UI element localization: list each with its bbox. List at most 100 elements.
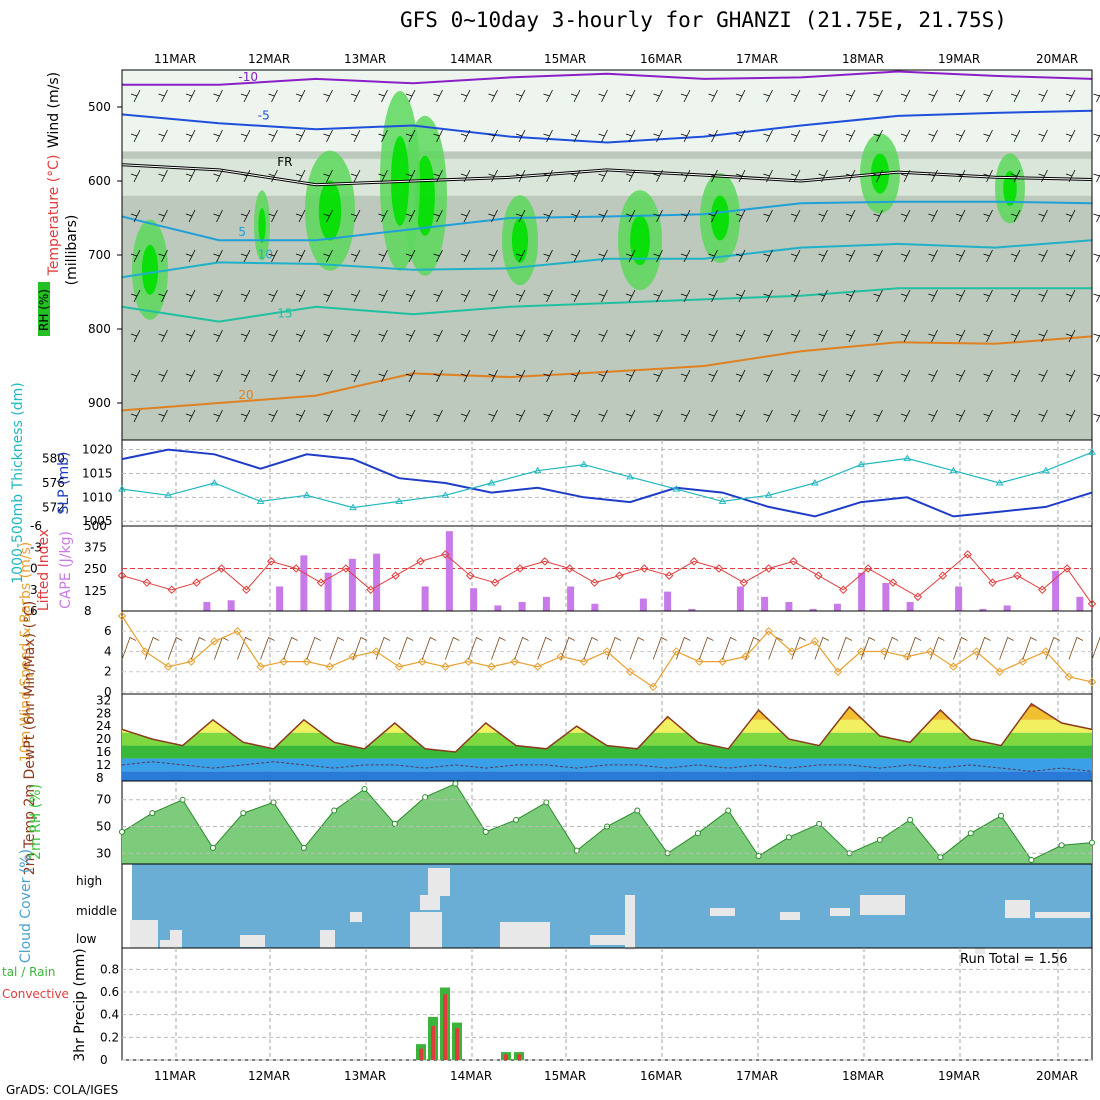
upper-wind-barb bbox=[158, 329, 168, 343]
wind-speed-marker bbox=[325, 662, 335, 671]
rh-marker bbox=[573, 847, 580, 854]
rh-marker bbox=[149, 810, 156, 817]
wind-barb bbox=[421, 636, 437, 660]
upper-wind-barb bbox=[378, 249, 388, 263]
upper-wind-barb bbox=[598, 169, 608, 183]
wind-barb bbox=[306, 636, 321, 660]
cape-bar bbox=[833, 603, 841, 611]
upper-wind-barb bbox=[1065, 89, 1076, 103]
rh-marker bbox=[361, 786, 368, 793]
wind-barb bbox=[560, 636, 575, 660]
upper-wind-barb bbox=[983, 369, 993, 383]
upper-wind-barb bbox=[158, 289, 168, 303]
upper-wind-barb bbox=[378, 89, 388, 103]
upper-wind-barb bbox=[295, 369, 306, 383]
upper-wind-barb bbox=[1010, 89, 1021, 103]
upper-wind-barb bbox=[1038, 89, 1048, 103]
upper-wind-barb bbox=[295, 329, 306, 343]
upper-wind-barb bbox=[653, 169, 663, 183]
upper-wind-barb bbox=[323, 249, 333, 263]
rh-marker bbox=[482, 828, 489, 835]
upper-wind-barb bbox=[653, 129, 663, 143]
upper-wind-barb bbox=[708, 409, 718, 423]
upper-wind-barb bbox=[515, 249, 526, 263]
upper-wind-barb bbox=[735, 409, 746, 423]
upper-wind-barb bbox=[1065, 289, 1076, 303]
cloud-tick-label: low bbox=[76, 932, 97, 946]
chart-title: GFS 0~10day 3-hourly for GHANZI (21.75E,… bbox=[400, 8, 1007, 32]
wind-barb bbox=[860, 636, 876, 660]
upper-wind-barb bbox=[708, 129, 718, 143]
upper-wind-barb bbox=[873, 169, 883, 183]
rh-marker bbox=[209, 844, 216, 851]
upper-wind-barb bbox=[185, 209, 196, 223]
upper-wind-barb bbox=[323, 369, 333, 383]
upper-wind-barb bbox=[708, 89, 718, 103]
upper-wind-barb bbox=[405, 289, 416, 303]
upper-wind-barb bbox=[818, 369, 828, 383]
cape-bar bbox=[882, 583, 890, 611]
upper-wind-barb bbox=[268, 169, 278, 183]
upper-wind-barb bbox=[515, 209, 526, 223]
bottom-day-tick-label: 16MAR bbox=[640, 1069, 682, 1083]
upper-wind-barb bbox=[515, 409, 526, 423]
upper-wind-barb bbox=[240, 369, 251, 383]
upper-wind-barb bbox=[1010, 329, 1021, 343]
rh-marker bbox=[998, 812, 1005, 819]
upper-wind-barb bbox=[735, 249, 746, 263]
isotherm-label: 5 bbox=[238, 225, 246, 239]
upper-wind-barb bbox=[708, 289, 718, 303]
upper-wind-barb bbox=[873, 129, 883, 143]
li-marker bbox=[540, 557, 550, 566]
upper-wind-barb bbox=[543, 89, 553, 103]
wind-barb bbox=[768, 636, 783, 660]
upper-wind-barb bbox=[543, 129, 553, 143]
wind-barb bbox=[260, 636, 275, 660]
upper-wind-barb bbox=[900, 409, 911, 423]
rh-marker bbox=[331, 807, 338, 814]
upper-wind-barb bbox=[900, 369, 911, 383]
upper-wind-barb bbox=[295, 289, 306, 303]
upper-wind-barb bbox=[790, 209, 801, 223]
upper-wind-barb bbox=[763, 169, 773, 183]
cape-bar bbox=[348, 558, 356, 611]
upper-wind-barb bbox=[1010, 129, 1021, 143]
cloud-block bbox=[350, 912, 362, 922]
upper-wind-barb bbox=[928, 129, 938, 143]
upper-wind-barb bbox=[1093, 213, 1100, 223]
rh-moist-core bbox=[1003, 170, 1017, 206]
upper-wind-barb bbox=[158, 409, 168, 423]
temp-tick-label: 24 bbox=[96, 719, 111, 733]
upper-wind-barb bbox=[1065, 409, 1076, 423]
upper-wind-barb bbox=[130, 289, 141, 303]
upper-wind-barb bbox=[873, 249, 883, 263]
upper-wind-barb bbox=[158, 209, 168, 223]
upper-wind-barb bbox=[515, 129, 526, 143]
upper-wind-barb bbox=[873, 89, 883, 103]
upper-wind-barb bbox=[1093, 333, 1100, 343]
upper-wind-barb bbox=[488, 169, 498, 183]
upper-wind-barb bbox=[928, 169, 938, 183]
bottom-day-tick-label: 11MAR bbox=[154, 1069, 196, 1083]
upper-wind-barb bbox=[763, 409, 773, 423]
upper-wind-barb bbox=[818, 129, 828, 143]
upper-wind-barb bbox=[543, 369, 553, 383]
upper-wind-barb bbox=[983, 329, 993, 343]
upper-wind-barb bbox=[1093, 293, 1100, 303]
li-marker bbox=[739, 578, 749, 587]
upper-wind-barb bbox=[955, 169, 966, 183]
cape-bar bbox=[324, 572, 332, 611]
upper-wind-barb bbox=[900, 289, 911, 303]
cape-bar bbox=[276, 586, 284, 611]
upper-wind-barb bbox=[405, 129, 416, 143]
cape-bar bbox=[1052, 570, 1060, 611]
upper-wind-barb bbox=[928, 89, 938, 103]
upper-wind-barb bbox=[543, 409, 553, 423]
upper-wind-barb bbox=[763, 129, 773, 143]
upper-wind-barb bbox=[900, 89, 911, 103]
cloud-block bbox=[625, 895, 635, 950]
upper-wind-barb bbox=[295, 89, 306, 103]
upper-wind-barb bbox=[488, 409, 498, 423]
upper-wind-barb bbox=[268, 409, 278, 423]
li-marker bbox=[565, 564, 574, 573]
